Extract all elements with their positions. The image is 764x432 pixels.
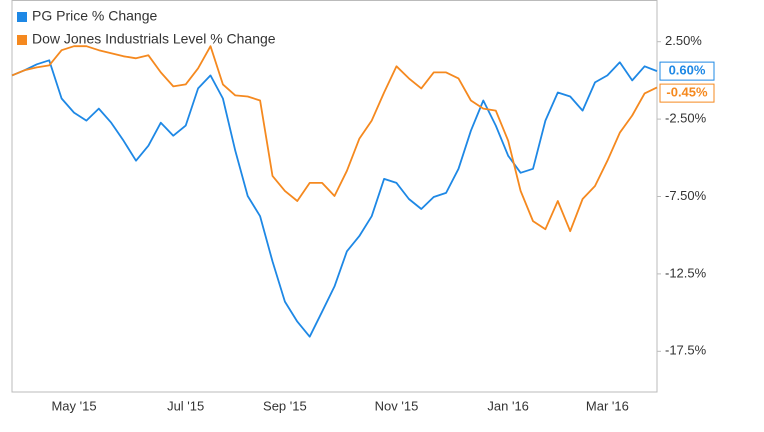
x-tick-label: May '15 [51, 398, 96, 413]
end-label: 0.60% [669, 63, 706, 78]
series-line [11, 45, 658, 233]
legend-swatch [17, 12, 27, 22]
y-tick-label: -12.5% [665, 265, 707, 280]
end-label-box [659, 61, 715, 81]
y-tick-label: -2.50% [665, 111, 707, 126]
legend-swatch [17, 35, 27, 45]
x-tick-label: Mar '16 [586, 398, 629, 413]
series-line [11, 59, 658, 338]
x-tick-label: Nov '15 [375, 398, 419, 413]
y-tick-label: -17.5% [665, 343, 707, 358]
y-tick-label: -7.50% [665, 188, 707, 203]
end-label: -0.45% [666, 85, 708, 100]
y-tick-label: 2.50% [665, 33, 702, 48]
end-label-box [659, 83, 715, 103]
x-tick-label: Jul '15 [167, 398, 204, 413]
x-tick-label: Sep '15 [263, 398, 307, 413]
legend-label: Dow Jones Industrials Level % Change [32, 31, 276, 47]
x-tick-label: Jan '16 [487, 398, 529, 413]
legend-label: PG Price % Change [32, 8, 157, 24]
